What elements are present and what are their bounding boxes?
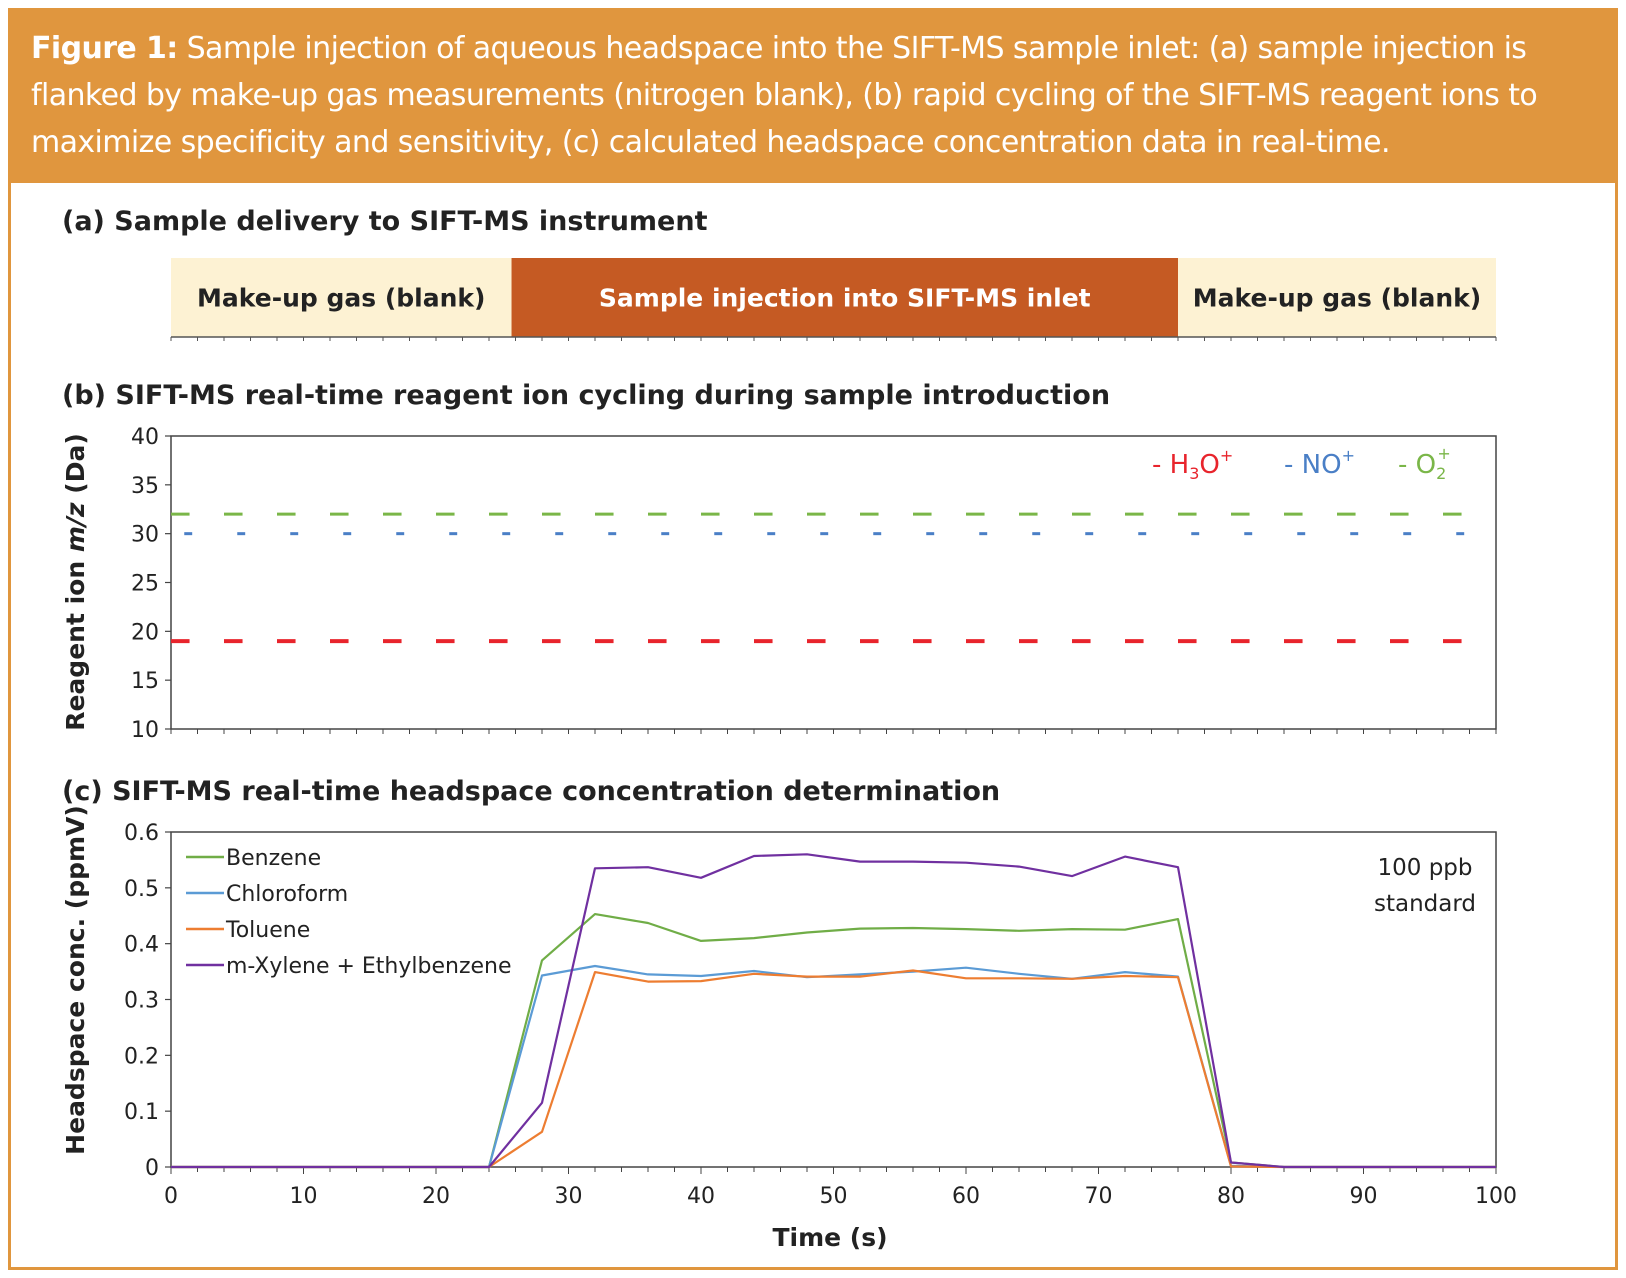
panel-b-ytick-label: 15 — [131, 669, 159, 694]
panel-c-xtick-label: 30 — [555, 1184, 583, 1209]
panel-c-xtick-label: 40 — [687, 1184, 715, 1209]
panel-b-ytick-label: 20 — [131, 620, 159, 645]
panel-c-plot-area — [170, 831, 1497, 1168]
panel-a-title: (a) Sample delivery to SIFT-MS instrumen… — [62, 206, 708, 237]
sample-delivery-bar: Make-up gas (blank) Sample injection into… — [170, 258, 1497, 341]
panel-c-ytick-label: 0.3 — [124, 989, 159, 1014]
panel-c-xlabel: Time (s) — [772, 1223, 887, 1252]
caption-text: Sample injection of aqueous headspace in… — [31, 31, 1538, 160]
panel-c-xtick-label: 20 — [422, 1184, 450, 1209]
panel-c-xtick-label: 80 — [1217, 1184, 1245, 1209]
panel-b-ytick-label: 10 — [131, 718, 159, 743]
panel-c-ylabel: Headspace conc. (ppmV) — [61, 805, 90, 1155]
legend-o2: - O2+ — [1398, 444, 1451, 483]
panel-b-ytick-label: 30 — [131, 523, 159, 548]
headspace-concentration-chart: 0 0.1 0.2 0.3 0.4 0.5 0.6 0 10 20 30 40 50 60 70 80 90 10… — [124, 821, 1517, 1209]
segment-label-3: Make-up gas (blank) — [1193, 284, 1481, 313]
segment-label-2: Sample injection into SIFT-MS inlet — [599, 284, 1091, 313]
panel-c-ytick-label: 0.2 — [124, 1044, 159, 1069]
panel-c-ytick-label: 0.1 — [124, 1100, 159, 1125]
panel-b-ytick-label: 25 — [131, 572, 159, 597]
panel-c-xtick-label: 70 — [1085, 1184, 1113, 1209]
segment-3 — [1178, 258, 1496, 337]
panel-c-ytick-label: 0.4 — [124, 933, 159, 958]
annotation-line-1: 100 ppb — [1377, 855, 1472, 881]
annotation-line-2: standard — [1374, 891, 1476, 917]
panel-c-ytick-label: 0.6 — [124, 821, 159, 846]
panel-b-ylabel: Reagent ion m/z (Da) — [61, 433, 90, 731]
legend-xylene-label: m-Xylene + Ethylbenzene — [226, 954, 512, 979]
panel-b-ytick-label: 40 — [131, 425, 159, 450]
legend-no: - NO+ — [1284, 446, 1355, 480]
panel-c-xtick-label: 10 — [290, 1184, 318, 1209]
panel-c-xtick-label: 100 — [1475, 1184, 1517, 1209]
legend-h3o: - H3O+ — [1152, 446, 1233, 483]
legend-benzene-label: Benzene — [226, 846, 321, 871]
reagent-ion-chart: 10 15 20 25 30 35 40 - H3O+ - NO+ - O2+ — [131, 425, 1497, 743]
panel-c-xtick-label: 0 — [164, 1184, 178, 1209]
figure-caption: Figure 1: Sample injection of aqueous he… — [11, 11, 1615, 183]
segment-label-1: Make-up gas (blank) — [197, 284, 485, 313]
panel-b-title: (b) SIFT-MS real-time reagent ion cyclin… — [62, 380, 1110, 411]
panel-c-ytick-label: 0.5 — [124, 877, 159, 902]
segment-1 — [171, 258, 512, 337]
panel-c-xtick-label: 60 — [952, 1184, 980, 1209]
panel-c-title: (c) SIFT-MS real-time headspace concentr… — [62, 776, 1000, 807]
panel-c-xtick-label: 90 — [1350, 1184, 1378, 1209]
panel-c-ytick-label: 0 — [145, 1156, 159, 1181]
series-chloroform-line — [171, 964, 1496, 1169]
panel-b-ytick-label: 35 — [131, 474, 159, 499]
series-xylene-line — [171, 853, 1496, 1169]
legend-chloroform-label: Chloroform — [226, 882, 348, 907]
series-toluene-line — [171, 969, 1496, 1169]
figure-frame: Figure 1: Sample injection of aqueous he… — [8, 8, 1618, 1270]
segment-2 — [511, 258, 1178, 337]
caption-label: Figure 1: — [31, 31, 178, 66]
series-benzene-line — [171, 912, 1496, 1169]
panel-c-xtick-label: 50 — [820, 1184, 848, 1209]
legend-toluene-label: Toluene — [225, 918, 310, 943]
